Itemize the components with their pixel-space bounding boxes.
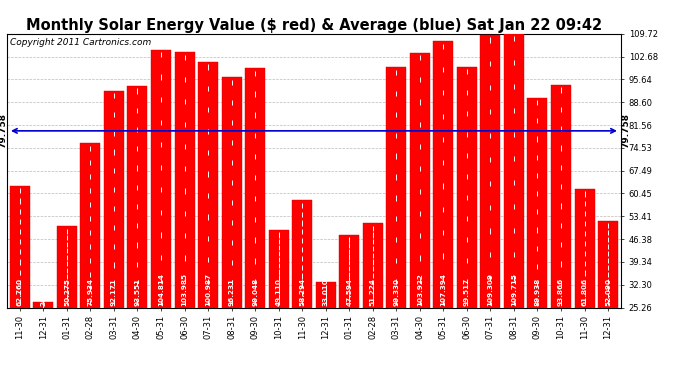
Bar [575, 189, 595, 375]
Text: 89.938: 89.938 [535, 278, 540, 306]
Bar [151, 50, 171, 375]
Bar [551, 85, 571, 375]
Bar [316, 282, 336, 375]
Text: 109.715: 109.715 [511, 273, 517, 306]
Bar [33, 302, 53, 375]
Bar [527, 98, 547, 375]
Bar [480, 35, 500, 375]
Bar [81, 143, 101, 375]
Text: 26.918: 26.918 [41, 278, 46, 306]
Bar [245, 68, 265, 375]
Text: 109.309: 109.309 [487, 273, 493, 306]
Text: 93.551: 93.551 [135, 278, 141, 306]
Text: 49.110: 49.110 [276, 278, 282, 306]
Bar [598, 220, 618, 375]
Bar [10, 186, 30, 375]
Bar [175, 53, 195, 375]
Text: 61.806: 61.806 [582, 278, 587, 306]
Text: 50.275: 50.275 [64, 278, 70, 306]
Bar [57, 226, 77, 375]
Text: 33.010: 33.010 [323, 278, 328, 306]
Bar [410, 53, 430, 375]
Bar [339, 235, 359, 375]
Text: 103.922: 103.922 [417, 273, 423, 306]
Text: 92.171: 92.171 [111, 278, 117, 306]
Text: 104.814: 104.814 [158, 273, 164, 306]
Bar [198, 62, 218, 375]
Bar [292, 200, 312, 375]
Bar [457, 67, 477, 375]
Text: Copyright 2011 Cartronics.com: Copyright 2011 Cartronics.com [10, 38, 151, 47]
Text: 100.987: 100.987 [205, 273, 211, 306]
Bar [221, 78, 242, 375]
Text: 51.224: 51.224 [370, 278, 376, 306]
Text: 93.866: 93.866 [558, 278, 564, 306]
Bar [128, 86, 148, 375]
Text: 58.294: 58.294 [299, 278, 305, 306]
Text: 47.594: 47.594 [346, 278, 352, 306]
Text: 52.090: 52.090 [605, 278, 611, 306]
Text: 107.394: 107.394 [440, 273, 446, 306]
Text: 75.934: 75.934 [88, 278, 93, 306]
Bar [433, 41, 453, 375]
Bar [363, 224, 383, 375]
Text: 79.758: 79.758 [0, 113, 7, 148]
Text: 99.330: 99.330 [393, 278, 400, 306]
Bar [504, 34, 524, 375]
Bar [268, 230, 288, 375]
Text: 99.517: 99.517 [464, 278, 470, 306]
Text: 96.231: 96.231 [228, 278, 235, 306]
Bar [386, 68, 406, 375]
Text: 79.758: 79.758 [621, 113, 630, 148]
Bar [104, 91, 124, 375]
Text: 62.760: 62.760 [17, 278, 23, 306]
Text: 99.048: 99.048 [252, 278, 258, 306]
Text: 103.985: 103.985 [181, 273, 188, 306]
Title: Monthly Solar Energy Value ($ red) & Average (blue) Sat Jan 22 09:42: Monthly Solar Energy Value ($ red) & Ave… [26, 18, 602, 33]
